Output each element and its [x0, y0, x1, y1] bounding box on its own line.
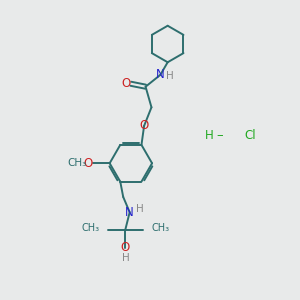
Text: CH₃: CH₃ — [151, 224, 169, 233]
Text: –: – — [216, 129, 223, 142]
Text: H: H — [136, 204, 144, 214]
Text: N: N — [125, 206, 134, 219]
Text: CH₃: CH₃ — [81, 224, 99, 233]
Text: O: O — [84, 157, 93, 170]
Text: O: O — [121, 77, 130, 90]
Text: O: O — [121, 241, 130, 254]
Text: N: N — [156, 68, 165, 81]
Text: H: H — [166, 71, 174, 81]
Text: H: H — [205, 129, 213, 142]
Text: CH₃: CH₃ — [67, 158, 86, 168]
Text: H: H — [122, 253, 130, 263]
Text: O: O — [140, 119, 149, 132]
Text: Cl: Cl — [244, 129, 256, 142]
